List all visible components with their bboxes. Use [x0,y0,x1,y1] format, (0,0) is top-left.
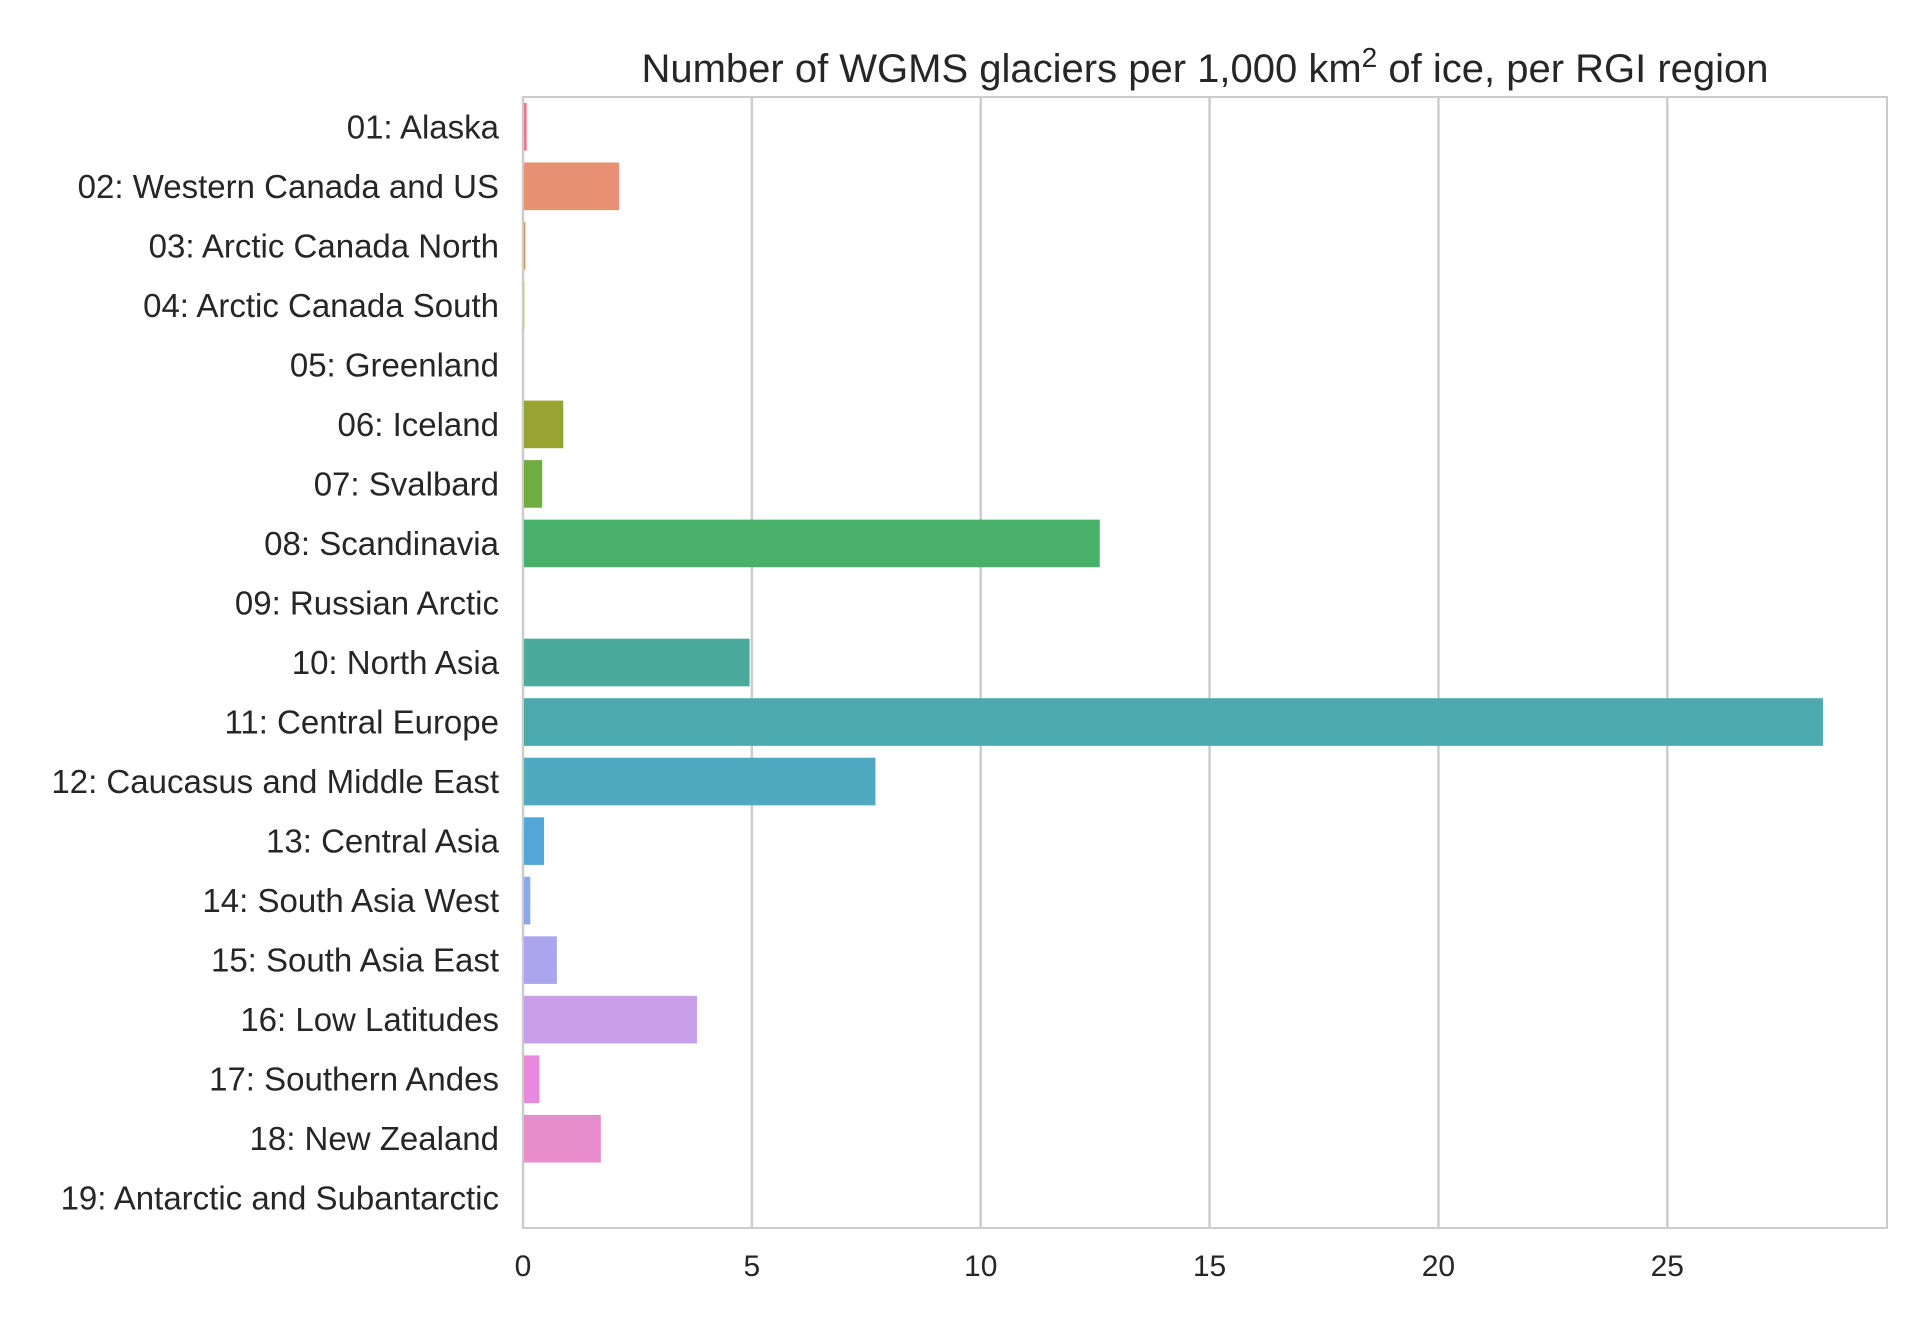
y-tick-label: 03: Arctic Canada North [149,227,499,264]
x-tick-label: 10 [964,1250,997,1283]
y-tick-label: 05: Greenland [290,346,499,383]
y-tick-label: 13: Central Asia [266,823,500,860]
y-tick-labels: 01: Alaska 02: Western Canada and US 03: A… [51,108,499,1216]
bar [523,519,1100,568]
y-tick-label: 14: South Asia West [202,882,499,919]
y-tick-label: 19: Antarctic and Subantarctic [61,1180,499,1217]
bars [523,102,1823,1163]
chart-title-suffix: of ice, per RGI region [1377,47,1768,91]
y-tick-label: 12: Caucasus and Middle East [51,763,499,800]
bar [523,638,750,687]
y-tick-label: 04: Arctic Canada South [143,287,499,324]
y-tick-label: 10: North Asia [292,644,500,681]
bar [523,995,697,1044]
y-tick-label: 07: Svalbard [314,465,499,502]
chart-title-main: Number of WGMS glaciers per 1,000 km [641,47,1361,91]
y-tick-label: 11: Central Europe [224,704,499,741]
bar [523,936,557,984]
y-tick-label: 18: New Zealand [250,1120,499,1157]
bar [523,162,620,211]
y-tick-label: 06: Iceland [338,406,499,443]
bar [523,817,545,865]
y-tick-label: 08: Scandinavia [264,525,499,562]
bar [523,1055,540,1103]
bar [523,757,876,806]
x-tick-label: 25 [1651,1250,1684,1283]
plot-frame [522,96,1888,1229]
bar [523,222,526,270]
x-tick-label: 0 [515,1250,532,1283]
y-tick-label: 02: Western Canada and US [78,168,499,205]
bar [523,1114,601,1163]
bar [523,102,527,151]
bar [523,460,543,508]
bar [523,698,1823,746]
chart-title: Number of WGMS glaciers per 1,000 km2 of… [641,42,1768,92]
x-tick-label: 20 [1422,1250,1455,1283]
y-tick-label: 16: Low Latitudes [240,1001,499,1038]
y-tick-label: 15: South Asia East [211,942,499,979]
x-tick-label: 5 [744,1250,761,1283]
bar [523,400,564,449]
bar [523,876,531,925]
x-tick-labels: 0 5 10 15 20 25 [515,1250,1684,1283]
y-tick-label: 01: Alaska [347,108,500,145]
chart-title-superscript: 2 [1362,42,1378,73]
y-tick-label: 17: Southern Andes [209,1061,499,1098]
x-tick-label: 15 [1193,1250,1226,1283]
y-tick-label: 09: Russian Arctic [235,584,499,621]
